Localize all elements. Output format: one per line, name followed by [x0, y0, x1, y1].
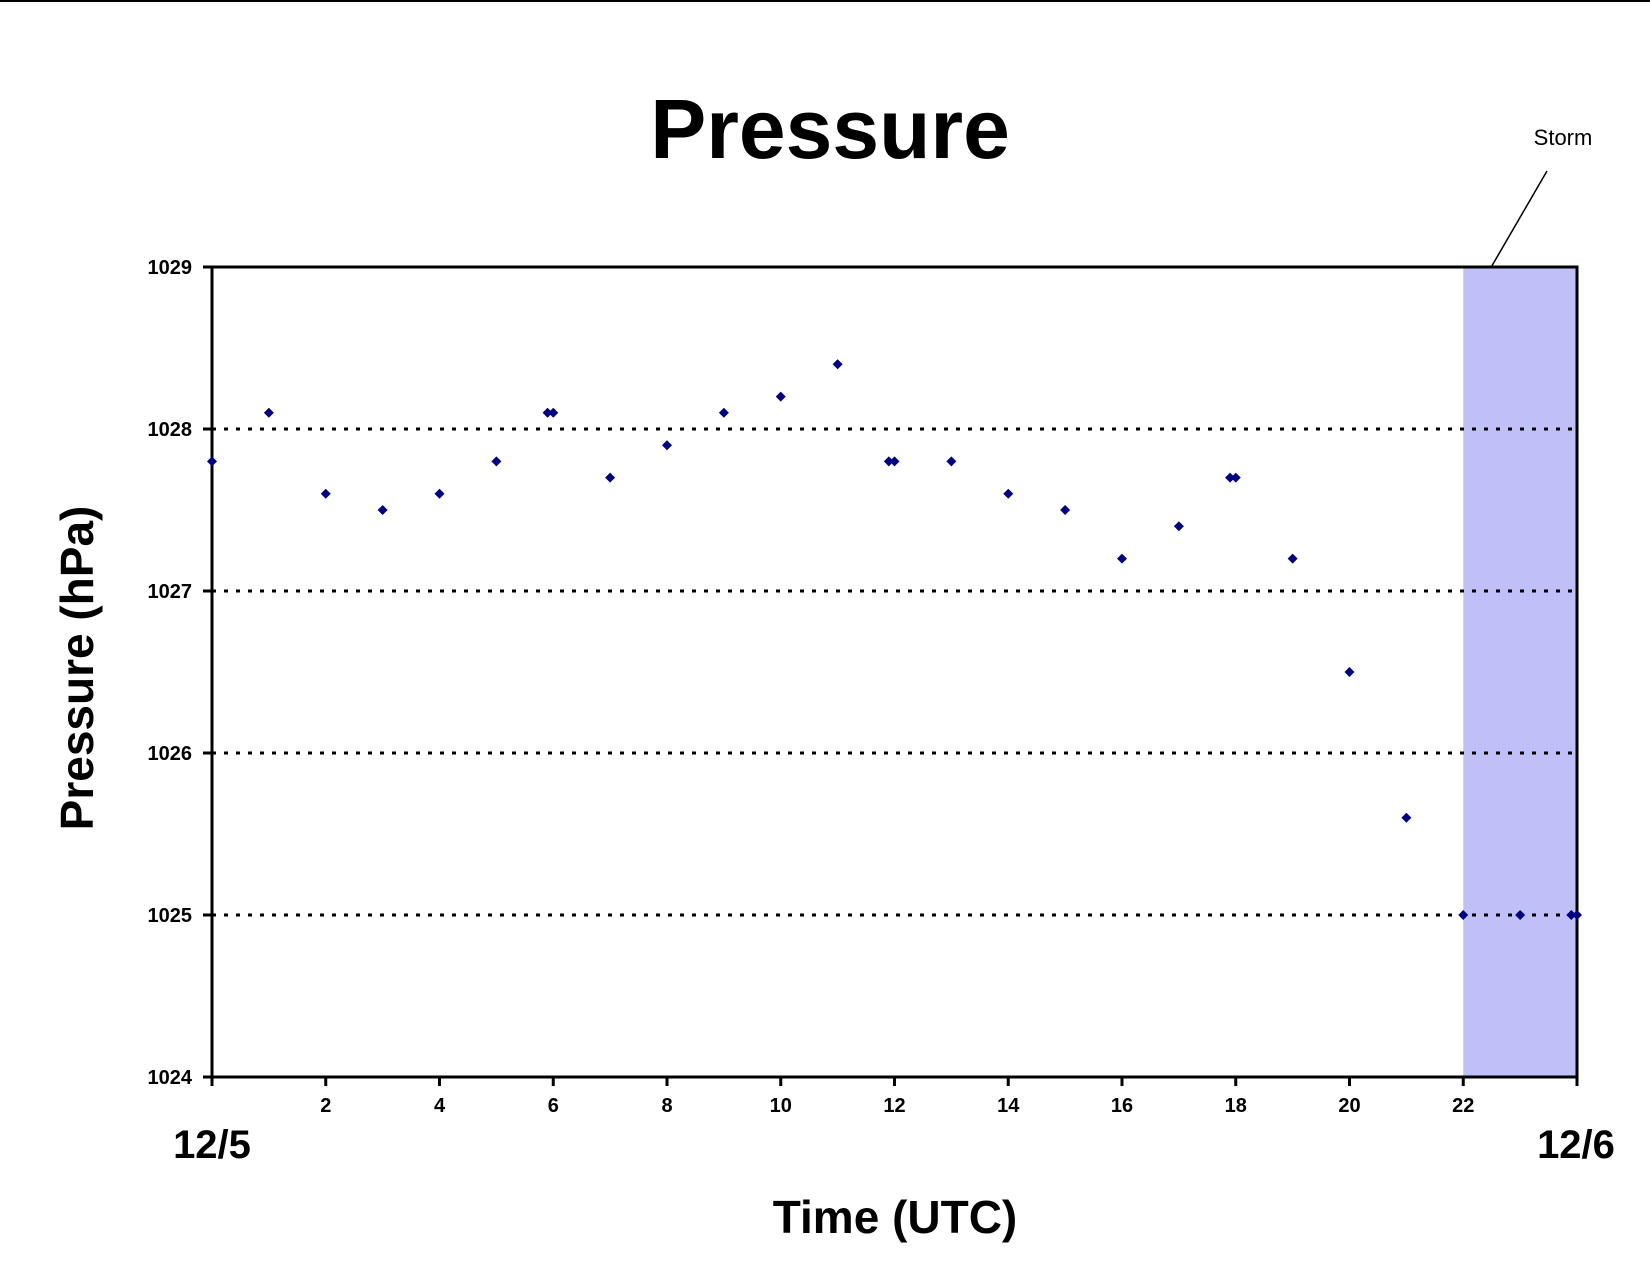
- x-axis-ticks: 2 4 6 8 10 12 14 16 18 20 22: [210, 1077, 1579, 1117]
- data-point-26: [1515, 910, 1526, 920]
- data-point-5: [491, 456, 502, 467]
- data-point-23: [1344, 667, 1355, 677]
- y-tick-label-1026: 1026: [148, 743, 193, 765]
- data-point-18: [1117, 553, 1127, 564]
- data-point-13: [883, 456, 894, 467]
- data-point-28: [1572, 910, 1582, 920]
- y-axis-label: Pressure (hPa): [51, 506, 103, 831]
- data-point-9: [662, 440, 672, 451]
- data-point-1: [263, 407, 274, 418]
- date-label-start: 12/5: [173, 1123, 251, 1167]
- data-points: [207, 359, 1582, 920]
- x-tick-label-22: 22: [1452, 1095, 1474, 1117]
- x-tick-label-4: 4: [434, 1095, 446, 1117]
- x-tick-label-20: 20: [1338, 1095, 1360, 1117]
- x-tick-label-12: 12: [883, 1095, 905, 1117]
- x-tick-label-18: 18: [1225, 1095, 1247, 1117]
- storm-annotation-leader-line: [1490, 170, 1548, 268]
- data-point-0: [207, 456, 217, 467]
- data-point-3: [377, 505, 388, 515]
- data-point-19: [1173, 521, 1184, 532]
- data-point-20: [1225, 472, 1236, 483]
- data-point-21: [1230, 472, 1241, 483]
- data-point-12: [832, 359, 843, 370]
- data-point-24: [1401, 812, 1412, 823]
- x-tick-label-8: 8: [661, 1095, 672, 1117]
- plot-area-frame: [210, 265, 1579, 1079]
- data-point-6: [542, 407, 553, 418]
- y-tick-label-1024: 1024: [148, 1067, 193, 1089]
- data-point-25: [1458, 910, 1469, 920]
- data-point-2: [320, 488, 331, 499]
- y-tick-label-1025: 1025: [148, 905, 193, 927]
- chart-title: Pressure: [650, 82, 1010, 176]
- y-tick-label-1027: 1027: [148, 581, 193, 603]
- data-point-8: [605, 472, 616, 483]
- x-tick-label-14: 14: [997, 1095, 1020, 1117]
- data-point-4: [434, 488, 445, 499]
- data-point-7: [548, 407, 559, 418]
- data-point-10: [718, 407, 729, 418]
- x-axis-label: Time (UTC): [773, 1191, 1018, 1243]
- data-point-16: [1003, 488, 1014, 499]
- y-axis-ticks: 1024 1025 1026 1027 1028 1029: [148, 257, 212, 1089]
- data-point-11: [775, 391, 786, 402]
- x-tick-label-16: 16: [1111, 1095, 1133, 1117]
- y-tick-label-1028: 1028: [148, 419, 193, 441]
- data-point-22: [1287, 553, 1298, 564]
- x-tick-label-2: 2: [320, 1095, 331, 1117]
- data-point-17: [1060, 505, 1071, 515]
- gridlines: [212, 427, 1577, 917]
- storm-highlight-band: [1463, 267, 1577, 1077]
- storm-annotation-label: Storm: [1534, 125, 1593, 150]
- y-tick-label-1029: 1029: [148, 257, 193, 279]
- x-tick-label-6: 6: [548, 1095, 559, 1117]
- data-point-27: [1566, 910, 1577, 920]
- date-label-end: 12/6: [1537, 1123, 1615, 1167]
- data-point-14: [889, 456, 900, 467]
- data-point-15: [946, 456, 957, 467]
- x-tick-label-10: 10: [770, 1095, 792, 1117]
